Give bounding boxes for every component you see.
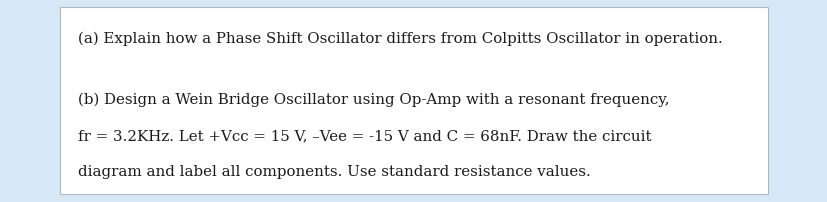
Text: (b) Design a Wein Bridge Oscillator using Op-Amp with a resonant frequency,: (b) Design a Wein Bridge Oscillator usin… — [78, 92, 668, 106]
Text: fr = 3.2KHz. Let +Vcc = 15 V, –Vee = -15 V and C = 68nF. Draw the circuit: fr = 3.2KHz. Let +Vcc = 15 V, –Vee = -15… — [78, 128, 651, 142]
Text: (a) Explain how a Phase Shift Oscillator differs from Colpitts Oscillator in ope: (a) Explain how a Phase Shift Oscillator… — [78, 31, 722, 45]
FancyBboxPatch shape — [60, 8, 767, 194]
Text: diagram and label all components. Use standard resistance values.: diagram and label all components. Use st… — [78, 164, 590, 178]
